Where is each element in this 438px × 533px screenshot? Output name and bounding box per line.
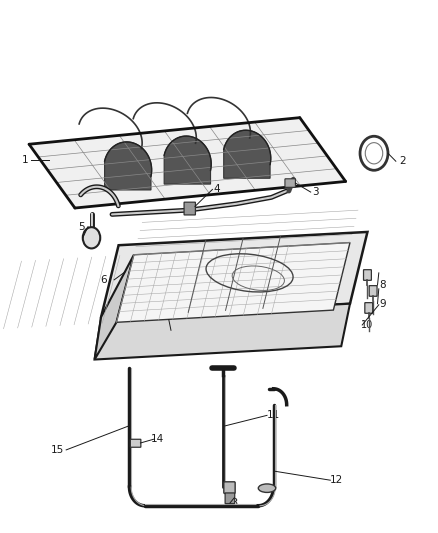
Text: 7: 7 [161,317,168,327]
Text: 15: 15 [51,445,64,455]
Text: 12: 12 [330,475,343,485]
Polygon shape [101,232,367,317]
Ellipse shape [258,484,276,492]
FancyBboxPatch shape [225,493,235,504]
Polygon shape [95,255,134,360]
Polygon shape [105,142,152,190]
Text: 13: 13 [226,498,239,508]
Text: 3: 3 [312,187,318,197]
Polygon shape [95,304,350,360]
FancyBboxPatch shape [369,286,377,296]
Polygon shape [224,130,271,178]
Text: 2: 2 [399,156,406,166]
Polygon shape [29,118,346,208]
FancyBboxPatch shape [131,439,141,447]
FancyBboxPatch shape [285,179,295,187]
Text: 11: 11 [267,410,280,421]
Text: 1: 1 [21,155,28,165]
Polygon shape [164,136,211,184]
Text: 4: 4 [213,184,220,195]
FancyBboxPatch shape [365,303,373,313]
Text: 8: 8 [379,280,386,290]
Circle shape [83,227,100,248]
Polygon shape [117,243,350,322]
Text: 10: 10 [361,320,374,330]
FancyBboxPatch shape [224,482,235,494]
FancyBboxPatch shape [364,270,371,280]
FancyBboxPatch shape [184,202,195,215]
Text: 5: 5 [78,222,85,232]
Text: 14: 14 [151,434,165,445]
Text: 6: 6 [100,275,106,285]
Text: 9: 9 [379,298,386,309]
